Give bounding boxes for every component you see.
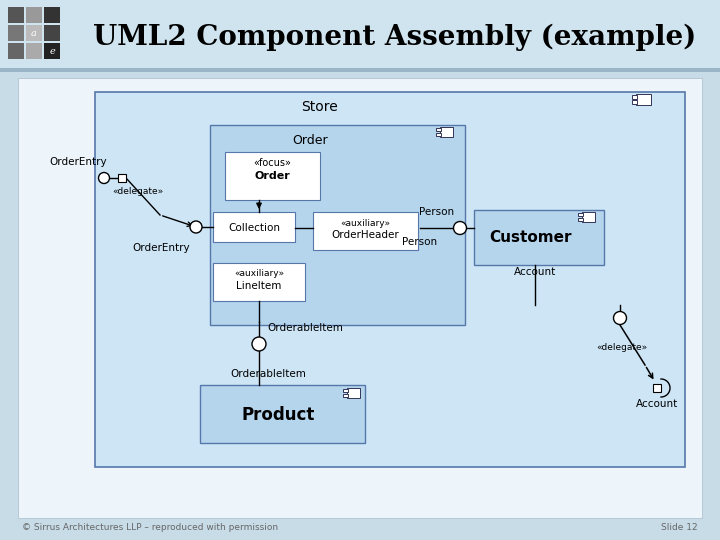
Bar bbox=[347, 388, 360, 398]
Text: OrderableItem: OrderableItem bbox=[230, 369, 306, 379]
Text: Store: Store bbox=[302, 100, 338, 114]
Circle shape bbox=[613, 312, 626, 325]
Bar bbox=[44, 7, 60, 23]
Text: OrderEntry: OrderEntry bbox=[49, 157, 107, 167]
Text: UML2 Component Assembly (example): UML2 Component Assembly (example) bbox=[94, 23, 697, 51]
Bar bbox=[213, 212, 295, 242]
Bar bbox=[213, 263, 305, 301]
Bar bbox=[440, 127, 453, 137]
Bar bbox=[26, 43, 42, 59]
Bar bbox=[632, 96, 636, 99]
Text: Slide 12: Slide 12 bbox=[662, 523, 698, 532]
Bar bbox=[118, 174, 126, 182]
Bar bbox=[653, 384, 661, 392]
Bar bbox=[343, 394, 348, 397]
Bar bbox=[582, 212, 595, 222]
Bar bbox=[95, 92, 685, 467]
Text: Order: Order bbox=[292, 133, 328, 146]
Bar bbox=[0, 0, 720, 72]
Bar bbox=[18, 78, 702, 518]
Bar bbox=[44, 25, 60, 41]
Circle shape bbox=[454, 221, 467, 234]
Text: OrderEntry: OrderEntry bbox=[132, 243, 190, 253]
Bar bbox=[436, 133, 441, 136]
Text: Account: Account bbox=[514, 267, 556, 277]
Bar bbox=[210, 125, 465, 325]
Bar bbox=[636, 94, 651, 105]
Bar bbox=[474, 210, 604, 265]
Text: OrderableItem: OrderableItem bbox=[267, 323, 343, 333]
Bar bbox=[578, 218, 582, 221]
Text: e: e bbox=[49, 46, 55, 56]
Bar bbox=[225, 152, 320, 200]
Bar bbox=[343, 389, 348, 392]
Text: © Sirrus Architectures LLP – reproduced with permission: © Sirrus Architectures LLP – reproduced … bbox=[22, 523, 278, 532]
Bar bbox=[313, 212, 418, 250]
Text: «auxiliary»: «auxiliary» bbox=[340, 219, 390, 227]
Bar bbox=[632, 100, 636, 104]
Text: «focus»: «focus» bbox=[253, 158, 291, 168]
Text: OrderHeader: OrderHeader bbox=[331, 230, 399, 240]
Text: «delegate»: «delegate» bbox=[596, 343, 647, 353]
Circle shape bbox=[252, 337, 266, 351]
Bar bbox=[578, 213, 582, 216]
Text: Person: Person bbox=[402, 237, 438, 247]
Text: Collection: Collection bbox=[228, 223, 280, 233]
Text: «auxiliary»: «auxiliary» bbox=[234, 269, 284, 279]
Bar bbox=[8, 43, 24, 59]
Text: Account: Account bbox=[636, 399, 678, 409]
Bar bbox=[436, 128, 441, 131]
Text: «delegate»: «delegate» bbox=[112, 187, 163, 197]
Bar bbox=[26, 25, 42, 41]
Bar bbox=[8, 7, 24, 23]
Bar bbox=[200, 385, 365, 443]
Text: a: a bbox=[31, 29, 37, 37]
Bar bbox=[0, 68, 720, 72]
Text: Product: Product bbox=[241, 406, 315, 424]
Bar bbox=[26, 7, 42, 23]
Text: LineItem: LineItem bbox=[236, 281, 282, 291]
Text: Order: Order bbox=[254, 171, 290, 181]
Circle shape bbox=[99, 172, 109, 184]
Text: Person: Person bbox=[420, 207, 454, 217]
Text: Customer: Customer bbox=[489, 231, 571, 246]
Bar bbox=[44, 43, 60, 59]
Bar bbox=[8, 25, 24, 41]
Circle shape bbox=[190, 221, 202, 233]
